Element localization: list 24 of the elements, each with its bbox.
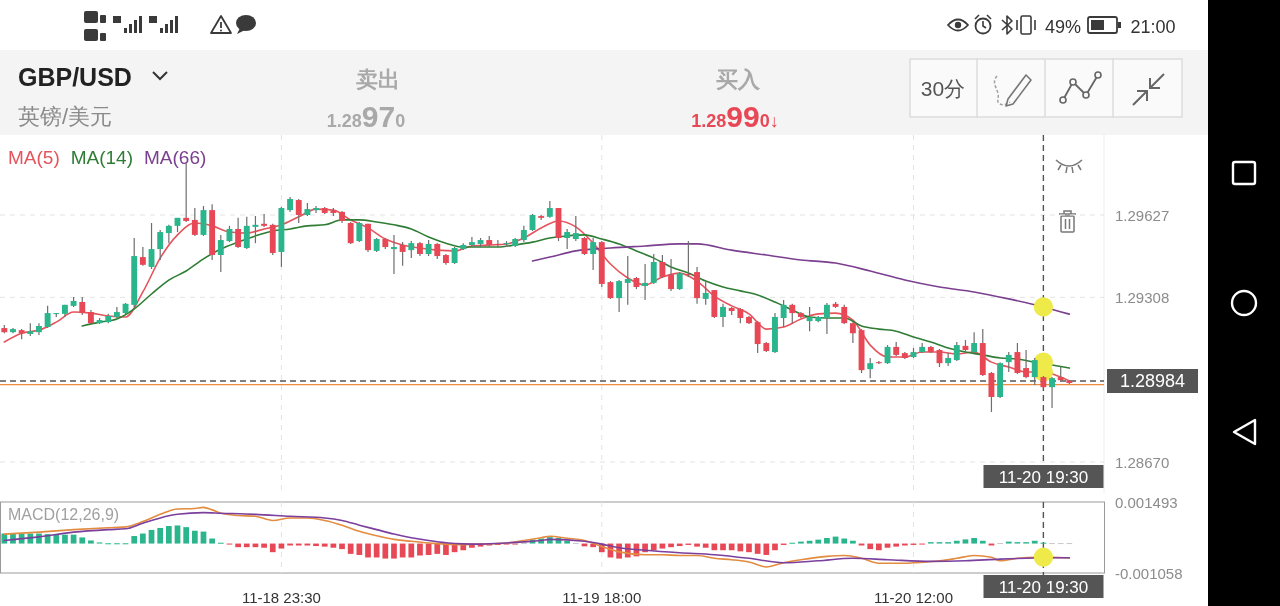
text: 1.28970: [326, 100, 406, 133]
chart-title: GBP/USD: [18, 63, 132, 91]
x-tick-label: 11-18 23:30: [241, 589, 321, 606]
text: 1.28984: [1119, 371, 1186, 391]
y-tick-label: 1.29308: [1115, 288, 1170, 306]
text: 卖出: [356, 67, 400, 92]
chart-subtitle: 英镑/美元: [18, 104, 113, 129]
text: 49%: [1044, 17, 1082, 37]
chart-title: MACD(12,26,9): [8, 506, 120, 523]
text: 30分: [920, 77, 966, 100]
text: 买入: [716, 67, 761, 92]
y-tick-label: 1.29627: [1115, 206, 1170, 224]
x-tick-label: 11-19 18:00: [562, 589, 642, 606]
text: MA(14): [70, 147, 134, 168]
annotation: 11-20 19:30: [998, 467, 1089, 486]
y-tick-label: -0.001058: [1115, 564, 1183, 582]
text: 21:00: [1130, 17, 1176, 37]
y-tick-label: 0.001493: [1115, 493, 1178, 511]
text: 1.28990↓: [691, 100, 779, 133]
text: 11-20 19:30: [998, 577, 1089, 596]
y-tick-label: 1.28670: [1115, 453, 1170, 471]
text: MA(66): [144, 147, 207, 168]
x-tick-label: 11-20 12:00: [874, 589, 953, 606]
text: MA(5): [8, 147, 60, 168]
